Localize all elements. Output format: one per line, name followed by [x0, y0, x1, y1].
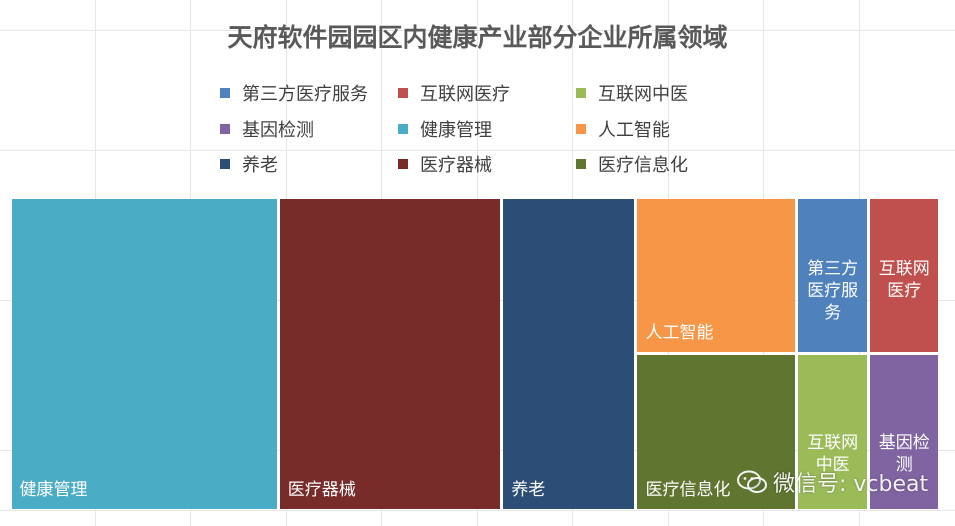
treemap-tile-label: 人工智能	[645, 323, 714, 343]
legend-swatch	[398, 88, 408, 98]
watermark-text: 微信号: vcbeat	[773, 472, 929, 497]
grid-line-horizontal	[0, 510, 955, 511]
legend-item: 基因检测	[220, 116, 314, 142]
legend-swatch	[576, 124, 586, 134]
legend-item: 人工智能	[576, 116, 670, 142]
legend-item: 健康管理	[398, 116, 492, 142]
legend-swatch	[220, 159, 230, 169]
treemap-tile-label: 互联网中医	[807, 432, 859, 475]
legend-label: 医疗信息化	[598, 155, 688, 176]
treemap-tile-label: 医疗信息化	[645, 479, 731, 500]
legend-item: 第三方医疗服务	[220, 80, 368, 106]
legend-swatch	[398, 159, 408, 169]
legend-swatch	[220, 124, 230, 134]
treemap-tile: 健康管理	[11, 198, 277, 509]
treemap-tile-label: 养老	[511, 479, 546, 500]
legend-label: 人工智能	[598, 120, 670, 141]
watermark: 微信号: vcbeat	[737, 466, 928, 498]
legend-swatch	[576, 159, 586, 169]
chart-legend: 第三方医疗服务 互联网医疗 互联网中医基因检测 健康管理 人工智能养老 医疗器械 医疗信息化	[220, 80, 740, 188]
legend-label: 养老	[242, 155, 278, 176]
treemap-tile-label: 医疗器械	[287, 479, 356, 500]
grid-line-horizontal	[0, 30, 955, 31]
grid-line-horizontal	[0, 150, 955, 151]
legend-item: 互联网医疗	[398, 80, 510, 106]
treemap-tile-label: 健康管理	[19, 479, 88, 500]
legend-swatch	[220, 88, 230, 98]
treemap-tile: 互联网医疗	[869, 198, 939, 352]
treemap-tile-label: 第三方医疗服务	[807, 258, 859, 323]
legend-item: 医疗器械	[398, 151, 492, 177]
treemap-tile: 人工智能	[637, 198, 796, 352]
treemap-tile: 基因检测	[869, 355, 939, 509]
treemap-tile-label: 基因检测	[878, 432, 930, 475]
treemap-tile-label: 互联网医疗	[878, 258, 930, 301]
legend-label: 基因检测	[242, 120, 314, 141]
legend-label: 健康管理	[420, 120, 492, 141]
legend-item: 互联网中医	[576, 80, 688, 106]
legend-label: 互联网医疗	[420, 84, 510, 105]
legend-item: 医疗信息化	[576, 151, 688, 177]
legend-item: 养老	[220, 151, 278, 177]
legend-swatch	[398, 124, 408, 134]
legend-label: 第三方医疗服务	[242, 84, 368, 105]
treemap-tile: 养老	[503, 198, 635, 509]
legend-swatch	[576, 88, 586, 98]
legend-label: 医疗器械	[420, 155, 492, 176]
wechat-icon	[737, 470, 767, 493]
treemap-tile: 第三方医疗服务	[798, 198, 867, 352]
treemap-tile: 医疗信息化	[637, 355, 796, 509]
treemap-tile: 医疗器械	[279, 198, 501, 509]
treemap-tile: 互联网中医	[798, 355, 867, 509]
legend-label: 互联网中医	[598, 84, 688, 105]
chart-title: 天府软件园园区内健康产业部分企业所属领域	[227, 23, 728, 52]
